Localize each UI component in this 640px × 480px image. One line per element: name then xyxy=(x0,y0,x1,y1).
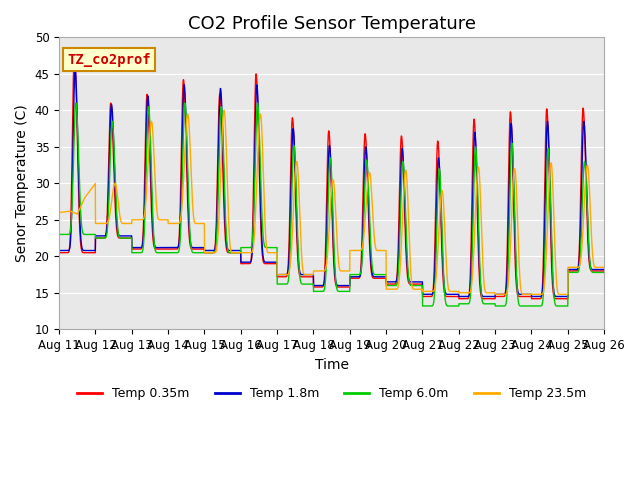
Temp 23.5m xyxy=(264,250,272,255)
Temp 1.8m xyxy=(288,148,296,154)
Temp 0.35m xyxy=(600,268,608,274)
Temp 23.5m xyxy=(492,291,499,297)
Temp 0.35m xyxy=(264,261,272,266)
Temp 1.8m xyxy=(118,233,125,239)
Temp 1.8m xyxy=(590,266,598,272)
Temp 0.35m xyxy=(288,119,296,125)
X-axis label: Time: Time xyxy=(315,358,349,372)
Temp 6.0m xyxy=(288,184,296,190)
Temp 23.5m xyxy=(150,145,157,151)
Temp 1.8m xyxy=(531,294,539,300)
Temp 6.0m xyxy=(72,100,80,106)
Temp 6.0m xyxy=(531,303,539,309)
Title: CO2 Profile Sensor Temperature: CO2 Profile Sensor Temperature xyxy=(188,15,476,33)
Line: Temp 0.35m: Temp 0.35m xyxy=(59,52,604,299)
Temp 23.5m xyxy=(531,291,539,297)
Temp 1.8m xyxy=(264,259,272,265)
Temp 0.35m xyxy=(590,268,598,274)
Line: Temp 23.5m: Temp 23.5m xyxy=(59,110,604,294)
Y-axis label: Senor Temperature (C): Senor Temperature (C) xyxy=(15,105,29,262)
Temp 6.0m xyxy=(118,235,125,241)
Temp 23.5m xyxy=(600,264,608,270)
Temp 0.35m xyxy=(531,296,539,301)
Temp 6.0m xyxy=(150,234,157,240)
Temp 6.0m xyxy=(55,231,63,237)
Legend: Temp 0.35m, Temp 1.8m, Temp 6.0m, Temp 23.5m: Temp 0.35m, Temp 1.8m, Temp 6.0m, Temp 2… xyxy=(72,382,591,405)
Line: Temp 6.0m: Temp 6.0m xyxy=(59,103,604,306)
Temp 1.8m xyxy=(55,248,63,253)
Temp 6.0m xyxy=(600,270,608,276)
Temp 0.35m xyxy=(150,242,157,248)
Temp 23.5m xyxy=(590,262,598,267)
Temp 23.5m xyxy=(55,210,63,216)
Temp 1.8m xyxy=(600,266,608,272)
Temp 23.5m xyxy=(288,238,296,243)
Temp 1.8m xyxy=(455,294,463,300)
Temp 23.5m xyxy=(118,219,125,225)
Temp 0.35m xyxy=(70,49,78,55)
Temp 0.35m xyxy=(455,296,463,301)
Temp 23.5m xyxy=(220,108,228,113)
Text: TZ_co2prof: TZ_co2prof xyxy=(67,53,151,67)
Temp 6.0m xyxy=(590,270,598,276)
Temp 1.8m xyxy=(71,67,79,73)
Line: Temp 1.8m: Temp 1.8m xyxy=(59,70,604,297)
Temp 0.35m xyxy=(55,250,63,255)
Temp 6.0m xyxy=(264,245,272,251)
Temp 1.8m xyxy=(150,238,157,243)
Temp 6.0m xyxy=(419,303,426,309)
Temp 0.35m xyxy=(118,235,125,241)
